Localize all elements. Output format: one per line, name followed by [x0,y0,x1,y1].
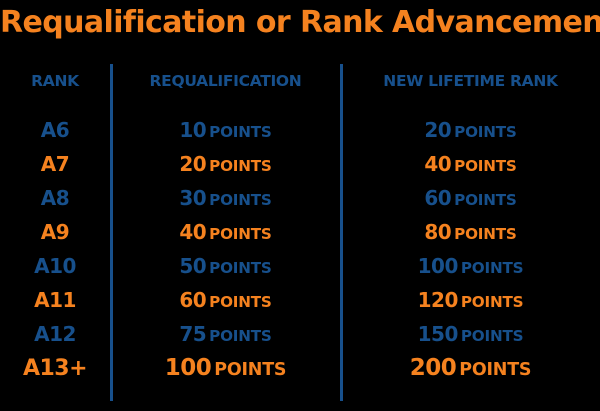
cell-new-lifetime-rank: 120 POINTS [341,288,600,312]
column-header-new-lifetime-rank: NEW LIFETIME RANK [383,72,558,90]
new-lifetime-rank-points-value: 150 [417,322,459,346]
requalification-points-value: 30 [179,186,207,210]
cell-requalification: 50 POINTS [110,254,341,278]
new-lifetime-rank-points-value: 100 [417,254,459,278]
cell-requalification: 40 POINTS [110,220,341,244]
requalification-points-unit: POINTS [209,123,272,141]
requalification-points-value: 10 [179,118,207,142]
new-lifetime-rank-points-unit: POINTS [459,360,532,380]
table-row: A8 30 POINTS 60 POINTS [0,181,600,215]
table-row: A10 50 POINTS 100 POINTS [0,249,600,283]
new-lifetime-rank-points-unit: POINTS [460,293,524,311]
column-header-rank: RANK [31,72,79,90]
requalification-points-unit: POINTS [209,293,272,311]
cell-new-lifetime-rank: 150 POINTS [341,322,600,346]
table-row: A12 75 POINTS 150 POINTS [0,317,600,351]
new-lifetime-rank-points-value: 40 [424,152,452,176]
cell-requalification: 60 POINTS [110,288,341,312]
requalification-points-value: 40 [179,220,207,244]
cell-rank: A6 [40,118,70,142]
new-lifetime-rank-points-unit: POINTS [454,225,517,243]
new-lifetime-rank-points-value: 120 [417,288,459,312]
cell-new-lifetime-rank: 20 POINTS [341,118,600,142]
new-lifetime-rank-points-value: 60 [424,186,452,210]
requalification-points-unit: POINTS [209,157,272,175]
cell-rank: A10 [34,254,76,278]
requalification-points-value: 100 [164,355,212,381]
table-row: A9 40 POINTS 80 POINTS [0,215,600,249]
table-row: A7 20 POINTS 40 POINTS [0,147,600,181]
new-lifetime-rank-points-value: 200 [409,355,457,381]
new-lifetime-rank-points-unit: POINTS [454,123,517,141]
requalification-points-value: 20 [179,152,207,176]
requalification-points-value: 60 [179,288,207,312]
cell-rank: A9 [40,220,70,244]
requalification-points-unit: POINTS [209,225,272,243]
cell-new-lifetime-rank: 40 POINTS [341,152,600,176]
new-lifetime-rank-points-value: 80 [424,220,452,244]
column-divider-2 [340,64,343,401]
table-row: A6 10 POINTS 20 POINTS [0,113,600,147]
cell-requalification: 100 POINTS [110,355,341,381]
table-row: A13+ 100 POINTS 200 POINTS [0,351,600,385]
cell-new-lifetime-rank: 60 POINTS [341,186,600,210]
cell-requalification: 30 POINTS [110,186,341,210]
requalification-points-unit: POINTS [214,360,287,380]
cell-rank: A12 [34,322,76,346]
cell-new-lifetime-rank: 80 POINTS [341,220,600,244]
new-lifetime-rank-points-unit: POINTS [454,191,517,209]
cell-rank: A8 [40,186,70,210]
requalification-points-unit: POINTS [209,327,272,345]
cell-rank: A13+ [22,355,88,381]
page-title: Requalification or Rank Advancement [0,5,600,40]
column-header-requalification: REQUALIFICATION [149,72,302,90]
cell-new-lifetime-rank: 200 POINTS [341,355,600,381]
cell-new-lifetime-rank: 100 POINTS [341,254,600,278]
table-header-row: RANK REQUALIFICATION NEW LIFETIME RANK [0,64,600,98]
cell-requalification: 10 POINTS [110,118,341,142]
new-lifetime-rank-points-unit: POINTS [454,157,517,175]
requalification-points-value: 75 [179,322,207,346]
table-row: A11 60 POINTS 120 POINTS [0,283,600,317]
table-body: A6 10 POINTS 20 POINTS A7 20 POINTS 40 POINTS A8 30… [0,113,600,385]
requalification-points-unit: POINTS [209,259,272,277]
requalification-points-value: 50 [179,254,207,278]
cell-rank: A11 [34,288,76,312]
new-lifetime-rank-points-unit: POINTS [460,259,524,277]
cell-requalification: 75 POINTS [110,322,341,346]
new-lifetime-rank-points-value: 20 [424,118,452,142]
cell-requalification: 20 POINTS [110,152,341,176]
new-lifetime-rank-points-unit: POINTS [460,327,524,345]
column-divider-1 [110,64,113,401]
cell-rank: A7 [40,152,70,176]
requalification-points-unit: POINTS [209,191,272,209]
